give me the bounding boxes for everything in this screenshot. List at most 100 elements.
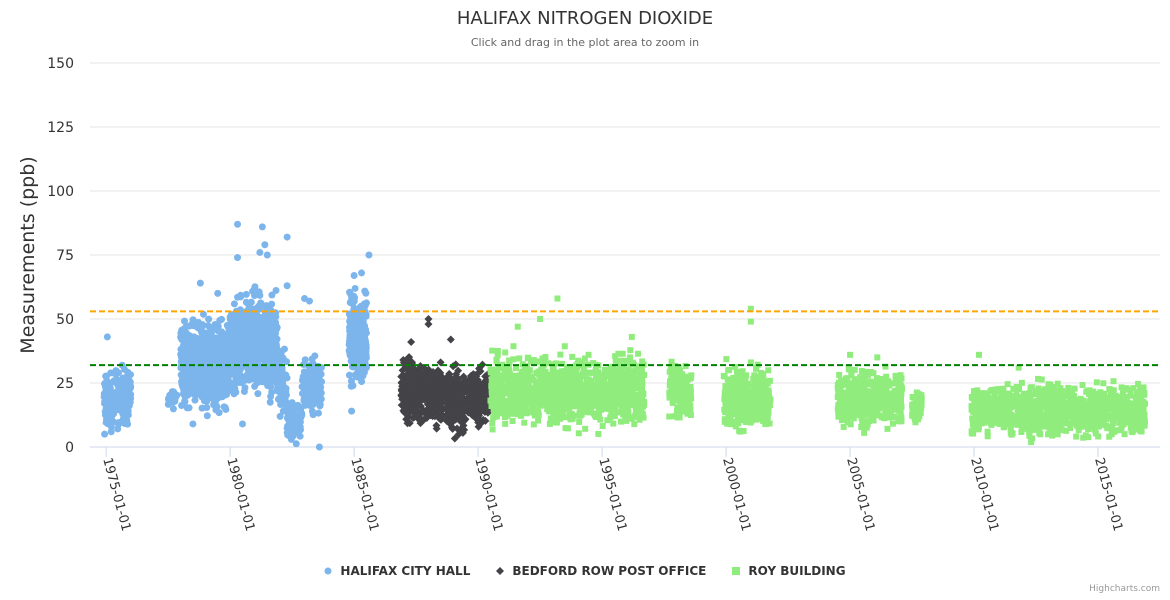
data-point[interactable] [217, 330, 225, 338]
data-point[interactable] [850, 386, 857, 393]
data-point[interactable] [499, 365, 506, 372]
data-point[interactable] [305, 297, 313, 305]
data-point[interactable] [669, 387, 676, 394]
data-point[interactable] [882, 363, 889, 370]
data-point[interactable] [747, 394, 754, 401]
data-point[interactable] [295, 413, 303, 421]
data-point[interactable] [634, 408, 641, 415]
data-point[interactable] [766, 395, 773, 402]
data-point[interactable] [594, 400, 601, 407]
data-point[interactable] [535, 417, 542, 424]
data-point[interactable] [494, 367, 501, 374]
data-point[interactable] [488, 386, 495, 393]
data-point[interactable] [666, 394, 673, 401]
data-point[interactable] [638, 367, 645, 374]
data-point[interactable] [843, 413, 850, 420]
data-point[interactable] [600, 380, 607, 387]
data-point[interactable] [854, 412, 861, 419]
data-point[interactable] [242, 372, 250, 380]
data-point[interactable] [442, 374, 451, 383]
data-point[interactable] [639, 384, 646, 391]
data-point[interactable] [561, 343, 568, 350]
data-point[interactable] [362, 289, 370, 297]
data-point[interactable] [895, 407, 902, 414]
data-point[interactable] [678, 403, 685, 410]
data-point[interactable] [583, 392, 590, 399]
data-point[interactable] [732, 423, 739, 430]
data-point[interactable] [436, 408, 445, 417]
data-point[interactable] [352, 331, 360, 339]
data-point[interactable] [762, 382, 769, 389]
data-point[interactable] [426, 409, 435, 418]
data-point[interactable] [214, 346, 222, 354]
data-point[interactable] [516, 402, 523, 409]
data-point[interactable] [446, 398, 455, 407]
data-point[interactable] [191, 334, 199, 342]
data-point[interactable] [300, 360, 308, 368]
data-point[interactable] [870, 382, 877, 389]
data-point[interactable] [728, 395, 735, 402]
data-point[interactable] [509, 410, 516, 417]
data-point[interactable] [545, 360, 552, 367]
data-point[interactable] [121, 389, 129, 397]
data-point[interactable] [640, 414, 647, 421]
data-point[interactable] [569, 353, 576, 360]
data-point[interactable] [884, 425, 891, 432]
data-point[interactable] [879, 379, 886, 386]
data-point[interactable] [666, 413, 673, 420]
data-point[interactable] [731, 410, 738, 417]
data-point[interactable] [554, 376, 561, 383]
data-point[interactable] [427, 400, 436, 409]
data-point[interactable] [610, 372, 617, 379]
data-point[interactable] [572, 396, 579, 403]
data-point[interactable] [669, 382, 676, 389]
data-point[interactable] [559, 409, 566, 416]
data-point[interactable] [303, 393, 311, 401]
data-point[interactable] [228, 368, 236, 376]
data-point[interactable] [242, 290, 250, 298]
data-point[interactable] [571, 375, 578, 382]
data-point[interactable] [547, 378, 554, 385]
data-point[interactable] [506, 367, 513, 374]
data-point[interactable] [615, 378, 622, 385]
data-point[interactable] [739, 368, 746, 375]
data-point[interactable] [750, 375, 757, 382]
data-point[interactable] [358, 269, 366, 277]
data-point[interactable] [841, 389, 848, 396]
data-point[interactable] [539, 355, 546, 362]
data-point[interactable] [553, 419, 560, 426]
data-point[interactable] [540, 399, 547, 406]
data-point[interactable] [580, 367, 587, 374]
data-point[interactable] [510, 387, 517, 394]
data-point[interactable] [309, 411, 317, 419]
data-point[interactable] [445, 416, 454, 425]
data-point[interactable] [631, 374, 638, 381]
data-point[interactable] [530, 376, 537, 383]
data-point[interactable] [726, 415, 733, 422]
data-point[interactable] [678, 408, 685, 415]
data-point[interactable] [240, 387, 248, 395]
data-point[interactable] [761, 412, 768, 419]
data-point[interactable] [573, 364, 580, 371]
data-point[interactable] [525, 354, 532, 361]
data-point[interactable] [569, 415, 576, 422]
data-point[interactable] [836, 412, 843, 419]
data-point[interactable] [836, 382, 843, 389]
data-point[interactable] [214, 368, 222, 376]
data-point[interactable] [883, 410, 890, 417]
data-point[interactable] [540, 391, 547, 398]
data-point[interactable] [448, 424, 457, 433]
data-point[interactable] [1121, 431, 1128, 438]
data-point[interactable] [745, 409, 752, 416]
data-point[interactable] [873, 375, 880, 382]
data-point[interactable] [581, 355, 588, 362]
data-point[interactable] [582, 407, 589, 414]
data-point[interactable] [1004, 381, 1011, 388]
data-point[interactable] [845, 393, 852, 400]
data-point[interactable] [251, 382, 259, 390]
data-point[interactable] [539, 373, 546, 380]
data-point[interactable] [580, 401, 587, 408]
data-point[interactable] [573, 371, 580, 378]
data-point[interactable] [446, 381, 455, 390]
data-point[interactable] [1079, 382, 1086, 389]
